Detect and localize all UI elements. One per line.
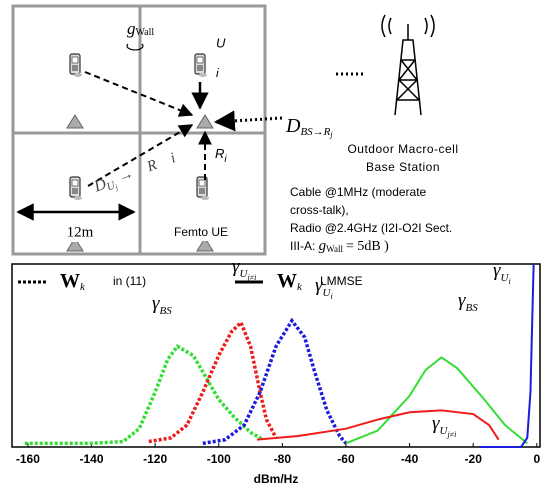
label: D (285, 115, 301, 137)
label-sub: Wall (136, 27, 155, 38)
x-tick-label: -20 (465, 452, 483, 466)
arrow (216, 118, 282, 122)
d-bs: DBS→Rj (285, 115, 333, 139)
legend-symbol-sub: k (297, 281, 303, 293)
tower (336, 15, 434, 115)
figure: gWall U i Ri DBS→Rj DUj→ R i 12m Femto U… (0, 0, 549, 499)
u-label: U (216, 35, 226, 50)
phone (195, 54, 207, 77)
caption-eq: = 5dB ) (346, 239, 389, 254)
phone (70, 177, 82, 200)
label: g (127, 19, 136, 38)
series-label: γBS (458, 290, 478, 313)
series-label-subsub: i (330, 292, 332, 301)
legend-symbol-main: W (60, 270, 80, 292)
floor-plan: gWall U i Ri DBS→Rj DUj→ R i 12m Femto U… (13, 6, 333, 254)
femto-ue: Femto UE (174, 225, 228, 239)
x-tick-label: -120 (143, 452, 167, 466)
series-line (25, 346, 264, 443)
femto-bs (67, 115, 83, 128)
series-label-sub: BS (466, 302, 479, 314)
x-tick-label: -140 (80, 452, 104, 466)
series-line (203, 321, 346, 444)
plot: -160 -140 -120 -100 -80 -60 -40 -20 0 dBm/Hz Wk in … (16, 256, 541, 486)
series-label-subsub: i (508, 277, 510, 286)
caption: Radio @2.4GHz (I2I-O2I Sect. (290, 221, 452, 235)
series-label: γBS (152, 293, 172, 316)
d-u: DUj→ R i (91, 148, 185, 199)
label-subsub: j (329, 130, 333, 139)
tower-frame (395, 40, 421, 115)
legend-text: in (11) (113, 274, 146, 288)
series-line (149, 323, 276, 442)
label-sub: BS→R (300, 126, 330, 138)
distance: 12m (67, 224, 94, 240)
legend-symbol-main: W (277, 270, 297, 292)
x-tick-label: -100 (207, 452, 231, 466)
x-tick-label: -40 (401, 452, 419, 466)
series-label-sub: BS (160, 305, 173, 317)
u-sub: i (216, 66, 219, 80)
femto-bs (197, 115, 213, 128)
x-axis-label: dBm/Hz (254, 472, 299, 486)
x-tick-label: -60 (337, 452, 355, 466)
legend-symbol: Wk (277, 270, 303, 293)
series-label-subsub: j≠i (246, 273, 256, 282)
label: R (215, 146, 224, 161)
caption-sub: Wall (326, 244, 343, 254)
label-tail: → R i (116, 149, 183, 187)
series-label-subsub: j≠i (446, 430, 456, 439)
phone (197, 177, 209, 200)
caption: cross-talk), (290, 203, 349, 217)
x-tick-label: -160 (16, 452, 40, 466)
x-tick-label: -80 (274, 452, 292, 466)
caption: III-A: gWall= 5dB ) (290, 238, 389, 254)
tower-label: Outdoor Macro-cell (347, 142, 458, 156)
phone (70, 54, 82, 77)
caption-text: III-A: (290, 239, 319, 253)
series-label: γUj≠i (232, 256, 256, 281)
legend-symbol-sub: k (80, 281, 86, 293)
x-tick-label: 0 (533, 452, 540, 466)
caption: Cable @1MHz (moderate (290, 185, 427, 199)
tower-label: Base Station (366, 160, 440, 174)
series-line (480, 264, 534, 447)
series-line (257, 410, 499, 439)
label-sub: i (224, 154, 227, 165)
series-label: γUj≠i (432, 413, 456, 438)
legend-symbol: Wk (60, 270, 86, 293)
r-label: Ri (215, 146, 227, 164)
